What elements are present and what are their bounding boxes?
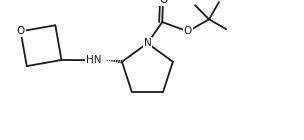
Text: O: O xyxy=(184,26,192,36)
Text: O: O xyxy=(16,26,25,36)
Text: O: O xyxy=(159,0,167,5)
Text: N: N xyxy=(143,38,151,48)
Text: HN: HN xyxy=(85,55,101,65)
